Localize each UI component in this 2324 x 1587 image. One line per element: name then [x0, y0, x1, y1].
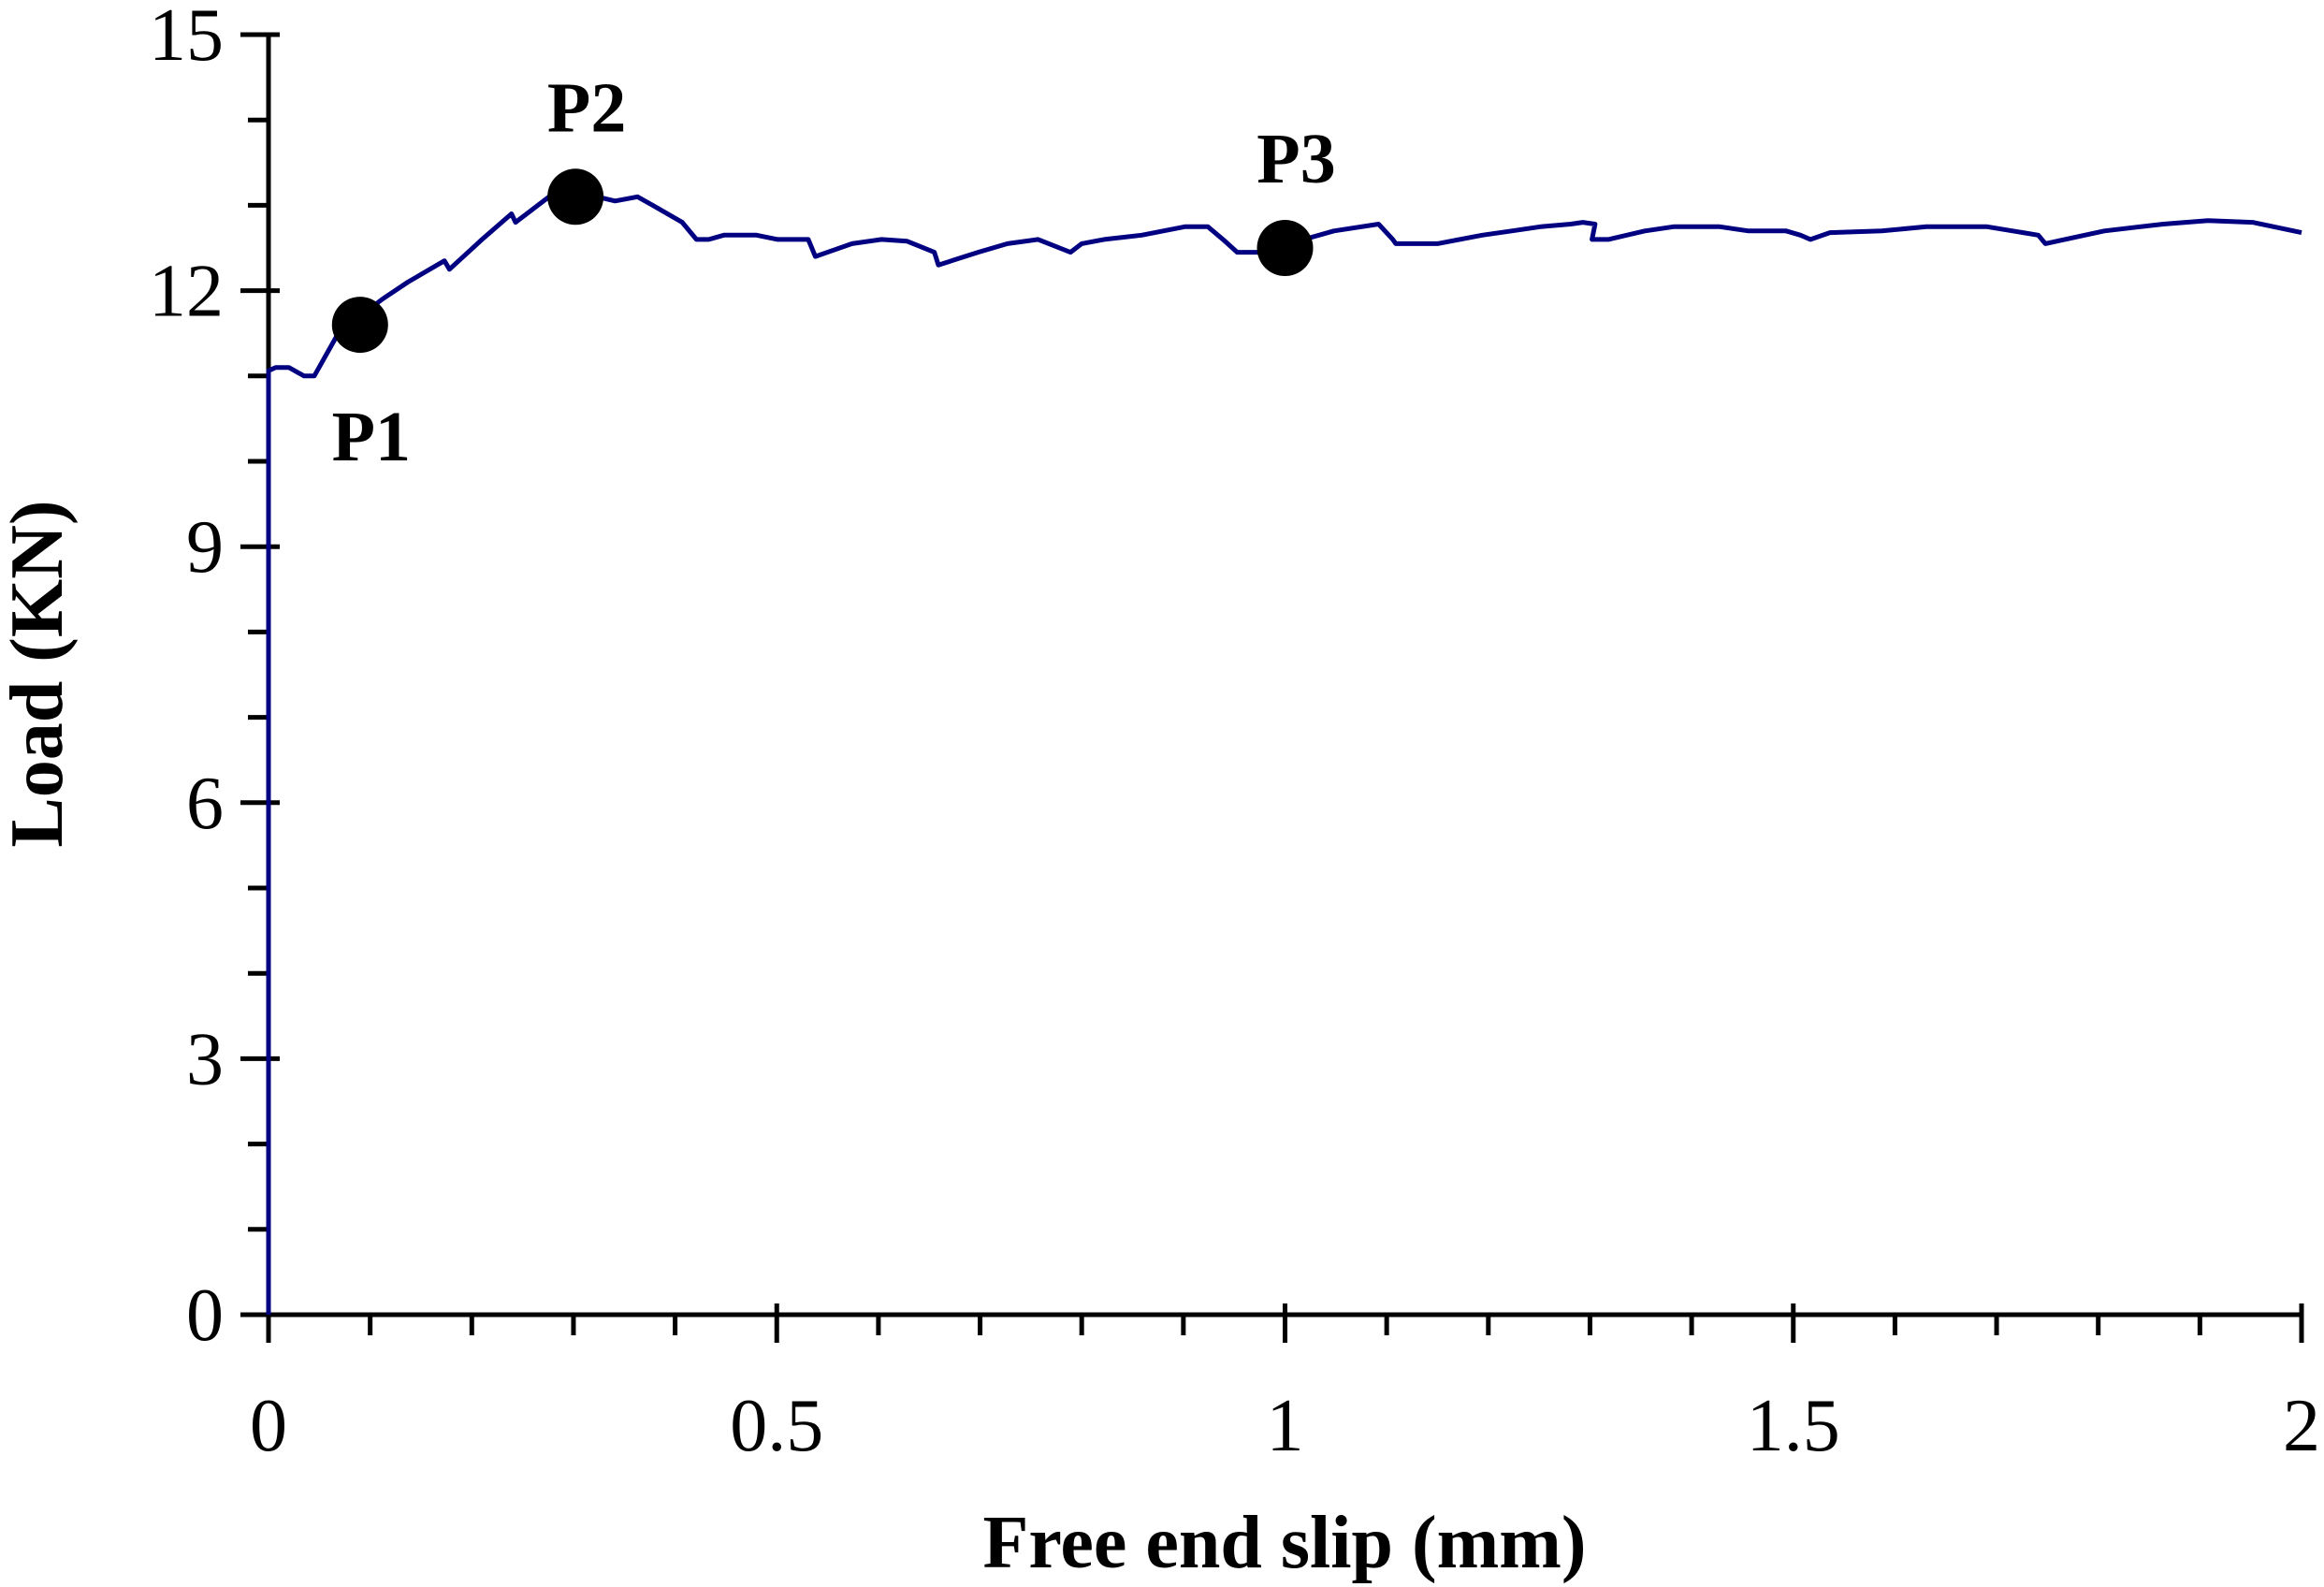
y-tick-label: 15	[149, 0, 224, 77]
x-tick-label: 0.5	[730, 1385, 823, 1467]
point-marker-p2	[547, 168, 604, 226]
point-label-p3: P3	[1256, 120, 1335, 198]
markers: P1 P2 P3	[332, 68, 1336, 476]
tick-labels: 0 0.5 1 1.5 2 0 3 6 9 12 15	[149, 0, 2320, 1467]
series-line	[266, 190, 2302, 1315]
point-label-p2: P2	[547, 68, 626, 147]
point-marker-p1	[331, 297, 388, 354]
x-tick-label: 1.5	[1747, 1385, 1840, 1467]
y-tick-label: 12	[149, 251, 224, 333]
point-marker-p3	[1256, 220, 1314, 276]
x-tick-label: 2	[2283, 1385, 2320, 1467]
y-axis-title: Load (KN)	[0, 500, 79, 847]
x-tick-label: 1	[1267, 1385, 1304, 1467]
x-axis-title: Free end slip (mm)	[982, 1502, 1586, 1584]
y-tick-label: 6	[186, 763, 224, 845]
ticks	[240, 32, 2304, 1343]
y-tick-label: 3	[186, 1018, 224, 1100]
x-tick-label: 0	[250, 1385, 287, 1467]
point-label-p1: P1	[332, 398, 411, 476]
y-tick-label: 0	[186, 1274, 224, 1357]
y-tick-label: 9	[186, 506, 224, 589]
